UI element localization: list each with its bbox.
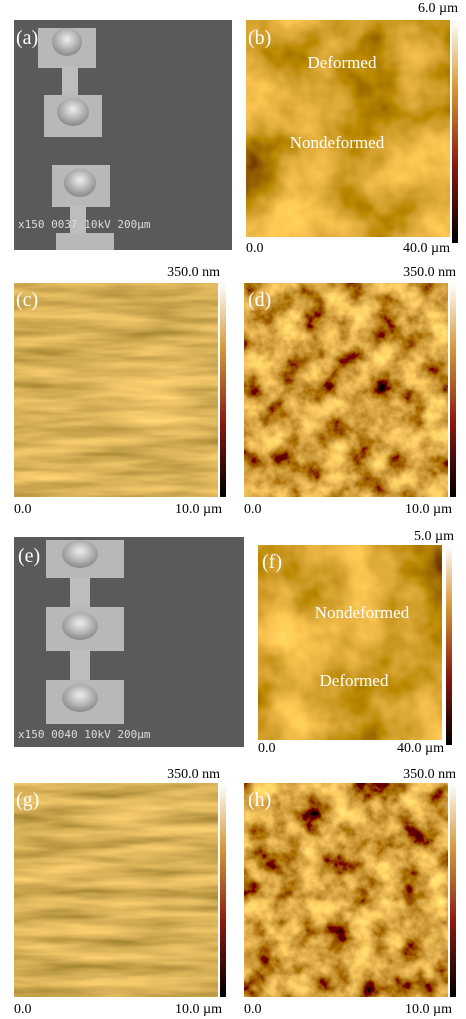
panel-label: (a) [16, 27, 38, 49]
axis-min: 0.0 [14, 1002, 32, 1017]
axis-max: 10.0 µm [175, 502, 222, 517]
axis-min: 0.0 [244, 502, 262, 517]
axis-min: 0.0 [14, 502, 32, 517]
scale-max: 350.0 nm [167, 767, 220, 782]
afm-image [258, 545, 442, 740]
scale-max: 350.0 nm [167, 265, 220, 280]
annotation: Deformed [320, 671, 389, 690]
afm-image [244, 283, 448, 497]
panel-label: (f) [262, 551, 282, 573]
axis-max: 40.0 µm [397, 741, 444, 756]
colorbar [450, 283, 456, 497]
panel-label: (h) [248, 789, 271, 811]
panel-label: (d) [248, 289, 271, 311]
annotation: Nondeformed [290, 133, 385, 152]
colorbar [220, 283, 226, 497]
colorbar [452, 20, 458, 243]
afm-image [14, 783, 218, 997]
axis-max: 10.0 µm [175, 1002, 222, 1017]
sem-image [14, 20, 232, 250]
scale-max: 5.0 µm [414, 529, 454, 544]
scale-max: 350.0 nm [403, 265, 456, 280]
axis-max: 40.0 µm [403, 241, 450, 256]
axis-max: 10.0 µm [405, 502, 452, 517]
colorbar [450, 783, 456, 997]
afm-image [244, 783, 448, 997]
panel-label: (b) [248, 27, 271, 49]
figure: x150 0037 10kV 200μm (a) 6.0 µm 0.0 40.0… [0, 0, 466, 1019]
scale-max: 6.0 µm [418, 1, 458, 16]
axis-max: 10.0 µm [405, 1002, 452, 1017]
axis-min: 0.0 [246, 241, 264, 256]
axis-min: 0.0 [258, 741, 276, 756]
colorbar [220, 783, 226, 997]
sem-image [14, 537, 244, 747]
colorbar [446, 545, 452, 745]
panel-label: (g) [16, 789, 39, 811]
annotation: Deformed [308, 53, 377, 72]
sem-caption: x150 0040 10kV 200μm [18, 728, 151, 741]
axis-min: 0.0 [244, 1002, 262, 1017]
sem-caption: x150 0037 10kV 200μm [18, 218, 151, 231]
afm-image [14, 283, 218, 497]
annotation: Nondeformed [315, 603, 410, 622]
panel-label: (c) [16, 289, 38, 311]
scale-max: 350.0 nm [403, 767, 456, 782]
panel-label: (e) [18, 545, 40, 567]
